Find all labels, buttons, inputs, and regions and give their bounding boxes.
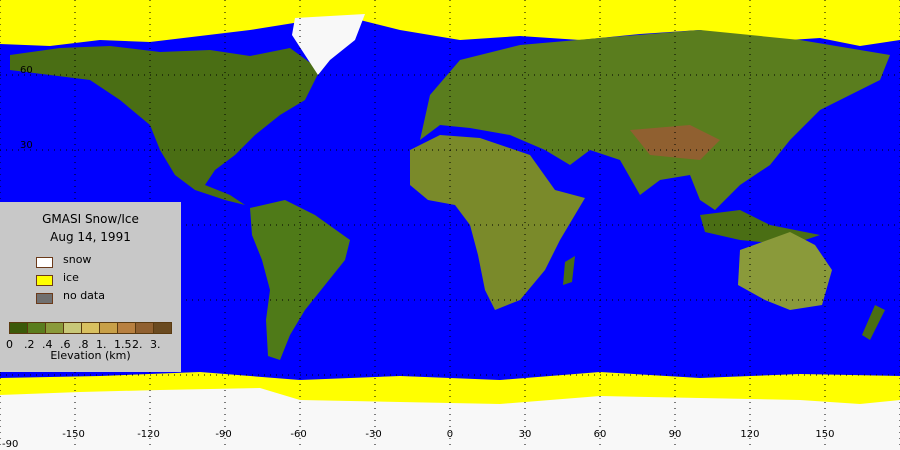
colorbar-segment	[154, 323, 171, 333]
lon-label: 0	[446, 429, 454, 440]
snow-swatch	[36, 257, 53, 268]
no-data-label: no data	[63, 289, 105, 302]
lat-label: -90	[2, 439, 19, 450]
colorbar-tick: 1.	[96, 338, 107, 351]
ice-label: ice	[63, 271, 79, 284]
lat-label: 60	[20, 65, 33, 76]
legend-date: Aug 14, 1991	[50, 230, 131, 244]
north-america	[10, 46, 320, 205]
antarctica	[0, 388, 900, 450]
colorbar-tick: .2	[24, 338, 35, 351]
colorbar-segment	[46, 323, 64, 333]
legend-title: GMASI Snow/Ice	[42, 212, 139, 226]
south-america	[250, 200, 350, 360]
australia	[738, 232, 832, 310]
new-zealand	[862, 305, 885, 340]
colorbar-tick: 2.	[132, 338, 143, 351]
arctic-ice	[0, 0, 900, 46]
no-data-swatch	[36, 293, 53, 304]
elevation-label: Elevation (km)	[50, 349, 131, 362]
ice-swatch	[36, 275, 53, 286]
colorbar-tick: .8	[78, 338, 89, 351]
madagascar	[563, 256, 575, 285]
lon-label: 120	[740, 429, 760, 440]
lon-label: -60	[290, 429, 307, 440]
eurasia	[420, 30, 890, 210]
colorbar-segment	[28, 323, 46, 333]
greenland	[292, 14, 365, 75]
colorbar-segment	[100, 323, 118, 333]
africa	[410, 135, 585, 310]
colorbar-segment	[118, 323, 136, 333]
colorbar-tick: .4	[42, 338, 53, 351]
lon-label: 150	[815, 429, 835, 440]
colorbar-segment	[82, 323, 100, 333]
lon-label: 60	[593, 429, 607, 440]
lon-label: -120	[137, 429, 160, 440]
colorbar-tick: 0	[6, 338, 13, 351]
lon-label: -150	[62, 429, 85, 440]
colorbar-segment	[136, 323, 154, 333]
elevation-colorbar	[9, 322, 172, 334]
lon-label: 90	[668, 429, 682, 440]
snow-label: snow	[63, 253, 92, 266]
lon-label: -90	[215, 429, 232, 440]
colorbar-tick: 3.	[150, 338, 161, 351]
colorbar-tick: .6	[60, 338, 71, 351]
legend: GMASI Snow/Ice Aug 14, 1991 snow ice no …	[0, 202, 181, 372]
lat-label: 30	[20, 140, 33, 151]
lon-label: 30	[518, 429, 532, 440]
colorbar-segment	[64, 323, 82, 333]
lon-label: -30	[365, 429, 382, 440]
tibet-plateau	[630, 125, 720, 160]
colorbar-segment	[10, 323, 28, 333]
colorbar-tick: 1.5	[114, 338, 132, 351]
